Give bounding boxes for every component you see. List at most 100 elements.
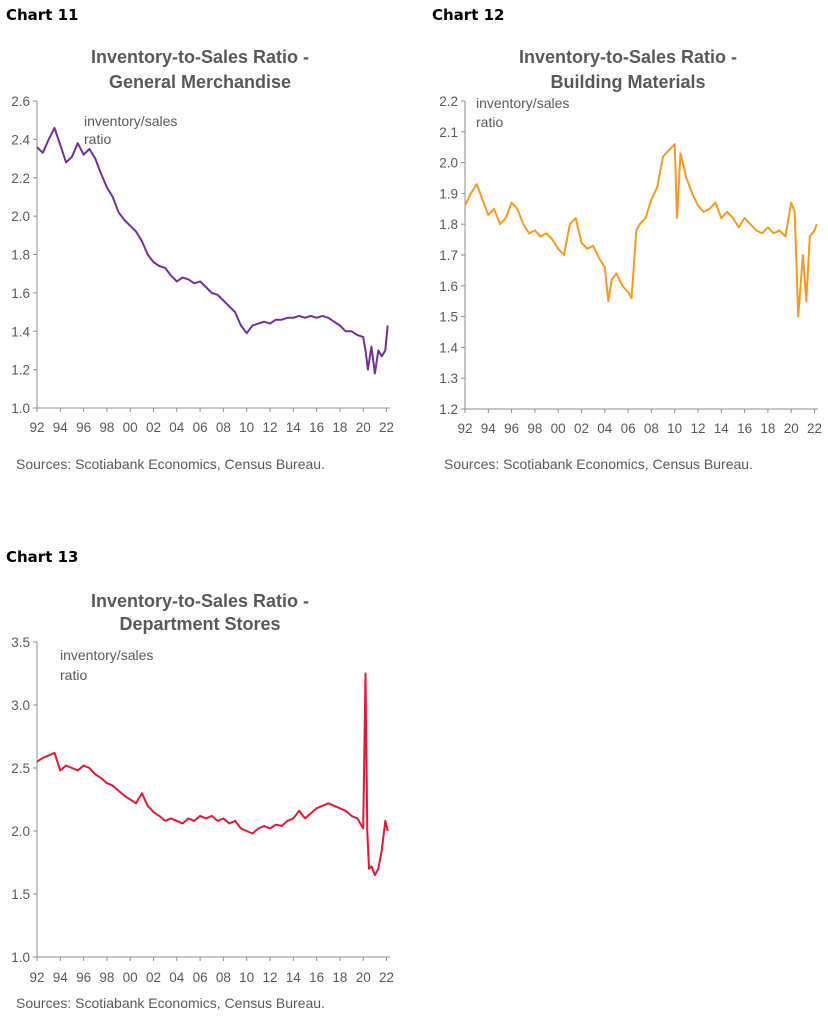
chart-12-label: Chart 12 [432, 6, 505, 24]
y-tick-label: 2.4 [11, 132, 30, 147]
x-tick-label: 16 [309, 420, 324, 435]
series-line [464, 143, 818, 318]
annotation-text: ratio [476, 114, 503, 130]
x-tick-label: 18 [760, 421, 775, 436]
x-tick-label: 12 [262, 420, 277, 435]
source-note: Sources: Scotiabank Economics, Census Bu… [444, 456, 753, 472]
annotation-text: ratio [60, 667, 87, 683]
x-tick-label: 92 [457, 421, 472, 436]
x-tick-label: 22 [807, 421, 822, 436]
chart-title: Building Materials [550, 72, 705, 92]
x-tick-label: 06 [621, 421, 636, 436]
x-tick-label: 12 [262, 970, 277, 985]
x-tick-label: 14 [286, 970, 302, 985]
x-tick-label: 02 [574, 421, 589, 436]
x-tick-label: 10 [239, 970, 254, 985]
x-tick-label: 10 [667, 421, 682, 436]
series-line [36, 126, 389, 375]
x-tick-label: 08 [216, 420, 231, 435]
series-line [36, 672, 389, 877]
x-tick-label: 04 [597, 421, 613, 436]
y-tick-label: 1.0 [11, 401, 30, 416]
x-tick-label: 92 [29, 420, 44, 435]
y-tick-label: 1.5 [11, 887, 30, 902]
y-tick-label: 1.7 [439, 248, 458, 263]
y-tick-label: 2.2 [439, 94, 458, 109]
y-tick-label: 1.2 [11, 363, 30, 378]
y-tick-label: 1.4 [439, 340, 458, 355]
y-tick-label: 1.8 [11, 248, 30, 263]
y-tick-label: 1.5 [439, 310, 458, 325]
x-tick-label: 22 [379, 420, 394, 435]
y-tick-label: 1.2 [439, 402, 458, 417]
chart-11-label: Chart 11 [6, 6, 79, 24]
x-tick-label: 98 [527, 421, 542, 436]
x-tick-label: 00 [551, 421, 566, 436]
source-note: Sources: Scotiabank Economics, Census Bu… [16, 456, 325, 472]
x-tick-label: 18 [332, 970, 347, 985]
x-tick-label: 12 [690, 421, 705, 436]
chart-13-panel: Chart 13 Inventory-to-Sales Ratio - Depar… [0, 545, 400, 1025]
x-tick-label: 16 [737, 421, 752, 436]
x-tick-label: 02 [146, 970, 161, 985]
x-tick-label: 08 [644, 421, 659, 436]
x-tick-label: 08 [216, 970, 231, 985]
y-tick-label: 1.0 [11, 950, 30, 965]
x-tick-label: 04 [169, 970, 185, 985]
chart-11-panel: Chart 11 Inventory-to-Sales Ratio - Gener… [0, 0, 400, 480]
x-tick-label: 20 [784, 421, 799, 436]
x-tick-label: 00 [123, 970, 138, 985]
x-tick-label: 10 [239, 420, 254, 435]
annotation-text: inventory/sales [476, 95, 569, 111]
x-tick-label: 00 [123, 420, 138, 435]
annotation-text: inventory/sales [60, 647, 153, 663]
y-tick-label: 2.0 [11, 824, 30, 839]
chart-12-svg: Inventory-to-Sales Ratio - Building Mater… [439, 47, 822, 472]
y-tick-label: 2.6 [11, 94, 30, 109]
x-tick-label: 20 [356, 970, 371, 985]
chart-13-label: Chart 13 [6, 548, 79, 566]
x-tick-label: 94 [53, 420, 69, 435]
y-tick-label: 2.0 [439, 156, 458, 171]
x-tick-label: 96 [76, 970, 91, 985]
chart-title: Inventory-to-Sales Ratio - [91, 591, 309, 611]
source-note: Sources: Scotiabank Economics, Census Bu… [16, 995, 325, 1011]
y-tick-label: 2.1 [439, 125, 458, 140]
x-tick-label: 94 [53, 970, 69, 985]
y-tick-label: 1.6 [11, 286, 30, 301]
chart-13-svg: Inventory-to-Sales Ratio - Department Sto… [11, 591, 394, 1011]
y-tick-label: 2.5 [11, 761, 30, 776]
chart-title: Inventory-to-Sales Ratio - [519, 47, 737, 67]
y-tick-label: 2.0 [11, 209, 30, 224]
x-tick-label: 94 [481, 421, 497, 436]
x-tick-label: 18 [332, 420, 347, 435]
y-tick-label: 1.3 [439, 371, 458, 386]
x-tick-label: 92 [29, 970, 44, 985]
x-tick-label: 14 [714, 421, 730, 436]
chart-title: Inventory-to-Sales Ratio - [91, 47, 309, 67]
chart-12-panel: Chart 12 Inventory-to-Sales Ratio - Build… [428, 0, 828, 480]
x-tick-label: 98 [99, 970, 114, 985]
annotation-text: ratio [84, 131, 111, 147]
annotation-text: inventory/sales [84, 113, 177, 129]
chart-title: Department Stores [119, 614, 280, 634]
y-tick-label: 1.6 [439, 279, 458, 294]
chart-title: General Merchandise [109, 72, 291, 92]
y-tick-label: 1.4 [11, 324, 30, 339]
x-tick-label: 98 [99, 420, 114, 435]
x-tick-label: 06 [193, 420, 208, 435]
x-tick-label: 96 [504, 421, 519, 436]
y-tick-label: 3.5 [11, 635, 30, 650]
x-tick-label: 20 [356, 420, 371, 435]
x-tick-label: 22 [379, 970, 394, 985]
y-tick-label: 3.0 [11, 698, 30, 713]
y-tick-label: 2.2 [11, 171, 30, 186]
y-tick-label: 1.8 [439, 217, 458, 232]
x-tick-label: 96 [76, 420, 91, 435]
y-tick-label: 1.9 [439, 186, 458, 201]
chart-11-svg: Inventory-to-Sales Ratio - General Mercha… [11, 47, 394, 472]
x-tick-label: 06 [193, 970, 208, 985]
x-tick-label: 04 [169, 420, 185, 435]
x-tick-label: 16 [309, 970, 324, 985]
x-tick-label: 14 [286, 420, 302, 435]
